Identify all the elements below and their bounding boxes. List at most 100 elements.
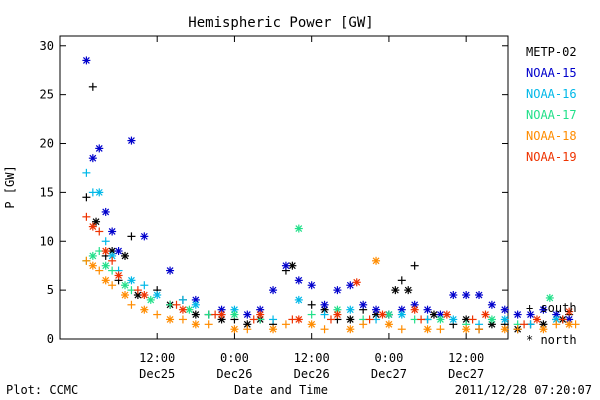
x-tick-day-label: Dec26 — [216, 367, 252, 381]
south-point — [359, 320, 368, 329]
symbol-legend-entry: + south — [526, 301, 577, 315]
south-point — [108, 256, 117, 265]
north-point — [121, 291, 130, 300]
north-point — [539, 325, 548, 334]
y-tick-label: 20 — [40, 137, 54, 151]
x-tick-day-label: Dec26 — [294, 367, 330, 381]
south-point — [108, 266, 117, 275]
north-point — [101, 276, 110, 285]
x-tick-time-label: 12:00 — [448, 351, 484, 365]
north-point — [333, 305, 342, 314]
south-point — [140, 281, 149, 290]
north-point — [191, 310, 200, 319]
north-point — [114, 247, 123, 256]
north-point — [101, 207, 110, 216]
north-point — [404, 286, 413, 295]
north-point — [82, 56, 91, 65]
north-point — [378, 310, 387, 319]
south-point — [178, 295, 187, 304]
north-point — [294, 224, 303, 233]
legend-entry: NOAA-16 — [526, 87, 577, 101]
north-point — [178, 305, 187, 314]
x-tick-day-label: Dec25 — [139, 367, 175, 381]
north-point — [217, 310, 226, 319]
north-point — [423, 305, 432, 314]
north-point — [294, 276, 303, 285]
south-point — [320, 325, 329, 334]
north-point — [101, 247, 110, 256]
south-point — [127, 232, 136, 241]
south-point — [365, 315, 374, 324]
north-point — [153, 291, 162, 300]
north-point — [140, 232, 149, 241]
north-point — [88, 261, 97, 270]
north-point — [410, 300, 419, 309]
north-point — [95, 144, 104, 153]
north-point — [442, 310, 451, 319]
y-tick-label: 5 — [47, 283, 54, 297]
south-point — [558, 315, 567, 324]
north-point — [372, 305, 381, 314]
north-point — [307, 281, 316, 290]
north-point — [500, 315, 509, 324]
north-point — [462, 291, 471, 300]
north-point — [475, 291, 484, 300]
north-point — [281, 261, 290, 270]
north-point — [230, 310, 239, 319]
y-tick-label: 15 — [40, 185, 54, 199]
x-tick-day-label: Dec27 — [448, 367, 484, 381]
north-point — [487, 300, 496, 309]
x-tick-time-label: 12:00 — [139, 351, 175, 365]
north-point — [397, 310, 406, 319]
y-tick-label: 30 — [40, 39, 54, 53]
symbol-legend: + south * north — [526, 301, 577, 347]
north-point — [230, 325, 239, 334]
plot-frame — [59, 35, 509, 340]
north-point — [565, 307, 574, 316]
south-point — [468, 315, 477, 324]
north-point — [256, 310, 265, 319]
legend-entry: NOAA-18 — [526, 129, 577, 143]
south-point — [243, 325, 252, 334]
south-point — [397, 276, 406, 285]
north-point — [346, 305, 355, 314]
south-point — [417, 315, 426, 324]
north-point — [294, 295, 303, 304]
series-noaa-18 — [82, 256, 580, 334]
north-point — [191, 300, 200, 309]
north-point — [294, 315, 303, 324]
legend-entry: NOAA-15 — [526, 66, 577, 80]
north-point — [88, 251, 97, 260]
north-point — [423, 325, 432, 334]
north-point — [372, 256, 381, 265]
south-point — [326, 315, 335, 324]
north-point — [140, 305, 149, 314]
south-point — [82, 193, 91, 202]
chart-title: Hemispheric Power [GW] — [188, 15, 373, 31]
north-point — [307, 320, 316, 329]
south-point — [82, 212, 91, 221]
south-point — [307, 300, 316, 309]
north-point — [513, 310, 522, 319]
north-point — [127, 276, 136, 285]
series-noaa-17 — [82, 224, 554, 329]
plot-credit: Plot: CCMC — [6, 383, 78, 397]
north-point — [121, 281, 130, 290]
legend-entry: METP-02 — [526, 45, 577, 59]
south-point — [178, 315, 187, 324]
north-point — [346, 281, 355, 290]
legend: METP-02 NOAA-15 NOAA-16 NOAA-17 NOAA-18 NOAA-… — [526, 45, 577, 164]
north-point — [346, 315, 355, 324]
series-noaa-16 — [82, 168, 561, 329]
south-point — [281, 320, 290, 329]
timestamp: 2011/12/28 07:20:07 — [455, 383, 592, 397]
south-point — [172, 300, 181, 309]
north-point — [384, 320, 393, 329]
north-point — [320, 300, 329, 309]
north-point — [462, 325, 471, 334]
north-point — [565, 320, 574, 329]
north-point — [333, 286, 342, 295]
north-point — [481, 310, 490, 319]
south-point — [82, 256, 91, 265]
